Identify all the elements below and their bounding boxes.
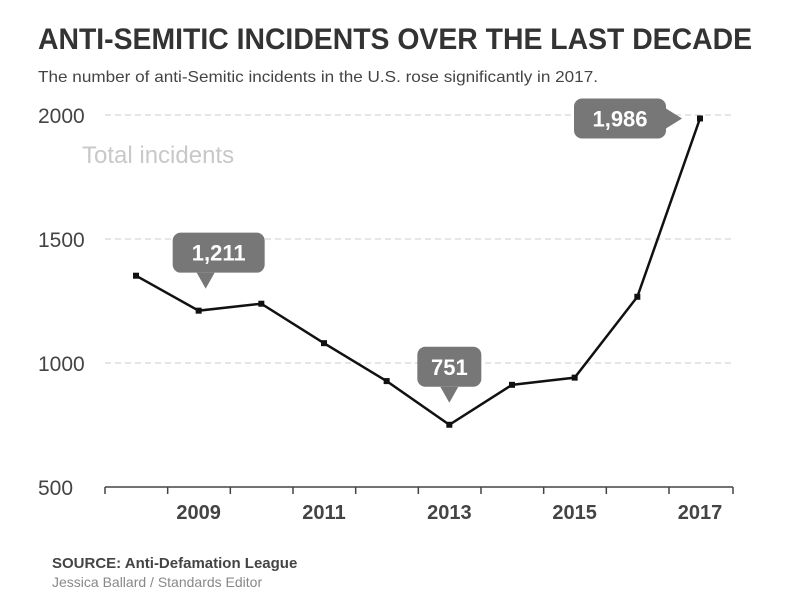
data-point-2013 bbox=[446, 421, 453, 428]
data-point-2010 bbox=[258, 300, 265, 307]
y-tick-label: 1000 bbox=[38, 353, 85, 376]
callout-label: 751 bbox=[431, 355, 468, 380]
callout-pointer bbox=[666, 108, 682, 129]
callout-pointer bbox=[196, 272, 215, 289]
callout-label: 1,986 bbox=[592, 106, 647, 131]
y-tick-label: 1500 bbox=[38, 229, 85, 252]
x-tick-label: 2015 bbox=[552, 502, 597, 524]
y-tick-label: 500 bbox=[38, 477, 73, 500]
chart-title: ANTI-SEMITIC INCIDENTS OVER THE LAST DEC… bbox=[38, 23, 752, 56]
callout-box bbox=[574, 98, 666, 139]
data-point-2009 bbox=[195, 307, 202, 314]
source-note: SOURCE: Anti-Defamation League bbox=[52, 555, 297, 572]
data-point-2011 bbox=[321, 340, 327, 347]
credit-note: Jessica Ballard / Standards Editor bbox=[52, 574, 262, 590]
y-tick-label: 2000 bbox=[38, 105, 85, 128]
callout-2017: 1,986 bbox=[574, 98, 682, 139]
data-point-2017 bbox=[697, 115, 703, 122]
callout-2009: 1,211 bbox=[172, 232, 265, 289]
callout-2013: 751 bbox=[417, 346, 482, 403]
callout-box bbox=[417, 346, 482, 387]
y-axis-label: Total incidents bbox=[82, 142, 234, 169]
data-point-2012 bbox=[383, 378, 390, 385]
callout-pointer bbox=[440, 386, 459, 403]
x-tick-label: 2017 bbox=[678, 502, 723, 524]
chart-subtitle: The number of anti-Semitic incidents in … bbox=[38, 69, 598, 86]
callout-box bbox=[172, 232, 265, 273]
x-tick-label: 2013 bbox=[427, 502, 472, 524]
x-tick-label: 2011 bbox=[302, 502, 345, 524]
data-point-2008 bbox=[133, 272, 139, 279]
callout-label: 1,211 bbox=[192, 241, 246, 266]
data-point-2014 bbox=[509, 381, 515, 388]
data-point-2015 bbox=[571, 374, 578, 381]
x-tick-label: 2009 bbox=[176, 502, 221, 524]
data-point-2016 bbox=[634, 293, 641, 300]
data-line bbox=[135, 118, 702, 427]
